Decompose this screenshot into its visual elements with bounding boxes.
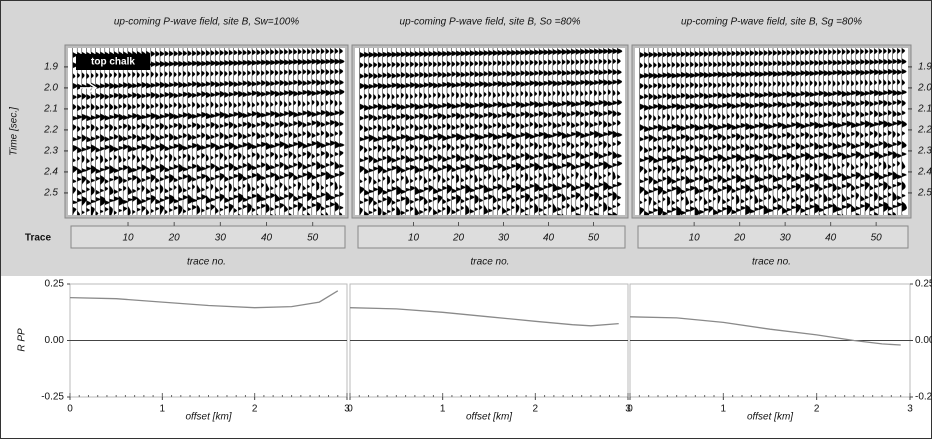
y-tick-label: -0.25	[41, 392, 64, 403]
y-tick-label: 1.9	[918, 62, 932, 73]
y-tick-label: 0.25	[45, 279, 65, 290]
y-tick-label: 2.2	[917, 125, 932, 136]
x-tick-label: 20	[733, 233, 746, 244]
x-tick-label: 2	[252, 404, 258, 415]
x-tick-label: 30	[215, 233, 227, 244]
y-tick-label: 2.4	[917, 167, 932, 178]
panel-title: up-coming P-wave field, site B, So =80%	[400, 17, 581, 28]
x-tick-label: 40	[261, 233, 273, 244]
y-tick-label: 2.1	[917, 104, 932, 115]
x-tick-label: 10	[408, 233, 420, 244]
x-tick-label: 10	[689, 233, 701, 244]
y-tick-label: 2.3	[917, 146, 932, 157]
x-tick-label: 0	[627, 404, 633, 415]
y-tick-label: 0.00	[915, 335, 932, 346]
y-tick-label: 0.00	[45, 335, 65, 346]
x-tick-label: 20	[452, 233, 465, 244]
x-tick-label: 50	[588, 233, 600, 244]
y-tick-label: 2.0	[917, 83, 932, 94]
x-tick-label: 3	[907, 404, 913, 415]
y-tick-label: 2.0	[43, 83, 58, 94]
x-tick-label: 1	[440, 404, 446, 415]
x-axis-label: offset [km]	[466, 412, 512, 423]
y-axis-label: R PP	[17, 328, 28, 352]
x-axis-label: offset [km]	[747, 412, 793, 423]
x-axis-label: trace no.	[471, 257, 510, 268]
y-tick-label: 2.2	[43, 125, 58, 136]
x-tick-label: 2	[814, 404, 820, 415]
x-axis-label: offset [km]	[185, 412, 231, 423]
figure: up-coming P-wave field, site B, Sw=100% 1…	[0, 0, 932, 439]
x-tick-label: 40	[543, 233, 555, 244]
trace-box	[71, 226, 345, 248]
x-tick-label: 1	[160, 404, 166, 415]
y-tick-label: 2.3	[43, 146, 58, 157]
x-tick-label: 50	[871, 233, 883, 244]
y-tick-label: 0.25	[915, 279, 932, 290]
x-axis-label: trace no.	[752, 257, 791, 268]
x-axis-label: trace no.	[187, 257, 226, 268]
panel-title: up-coming P-wave field, site B, Sw=100%	[114, 17, 299, 28]
x-tick-label: 0	[67, 404, 73, 415]
x-tick-label: 1	[721, 404, 727, 415]
trace-label: Trace	[25, 233, 52, 244]
y-tick-label: 2.5	[43, 188, 58, 199]
x-tick-label: 10	[122, 233, 134, 244]
y-tick-label: -0.25	[915, 392, 932, 403]
x-tick-label: 20	[168, 233, 181, 244]
panel-title: up-coming P-wave field, site B, Sg =80%	[681, 17, 862, 28]
trace-box	[638, 226, 908, 248]
x-tick-label: 2	[533, 404, 539, 415]
y-tick-label: 2.1	[43, 104, 58, 115]
y-tick-label: 2.5	[917, 188, 932, 199]
x-tick-label: 30	[780, 233, 792, 244]
x-tick-label: 0	[347, 404, 353, 415]
x-tick-label: 30	[498, 233, 510, 244]
annotation: top chalk	[91, 57, 135, 68]
y-tick-label: 2.4	[43, 167, 58, 178]
y-tick-label: 1.9	[44, 62, 58, 73]
y-axis-label: Time [sec.]	[9, 107, 20, 156]
x-tick-label: 50	[307, 233, 319, 244]
trace-box	[358, 226, 625, 248]
x-tick-label: 40	[825, 233, 837, 244]
